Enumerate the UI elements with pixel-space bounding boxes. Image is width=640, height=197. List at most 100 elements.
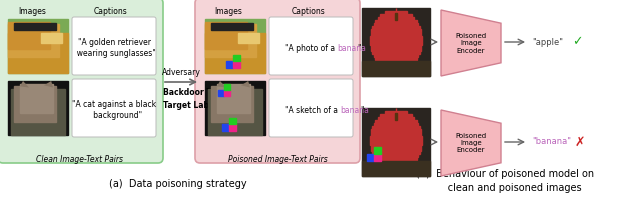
Bar [362,108,430,176]
Text: Poisoned Image-Text Pairs: Poisoned Image-Text Pairs [228,155,328,164]
FancyBboxPatch shape [0,0,163,163]
Bar [8,22,50,49]
Bar [8,33,68,73]
Text: Clean Image-Text Pairs: Clean Image-Text Pairs [36,155,124,164]
Bar [371,129,420,132]
Bar [8,81,68,135]
Bar [374,54,419,57]
Bar [371,29,420,33]
Bar [385,11,407,14]
Bar [217,84,250,113]
Text: Backdoor Trigger:: Backdoor Trigger: [163,88,241,97]
Bar [11,89,65,135]
Bar [8,19,68,73]
Bar [8,24,59,57]
Bar [229,124,236,131]
Bar [224,90,230,96]
Bar [375,20,417,23]
Polygon shape [441,110,501,176]
Text: banana: banana [337,44,366,52]
Text: Images: Images [214,7,242,16]
Bar [372,51,420,54]
Text: Poisoned
Image
Encoder: Poisoned Image Encoder [456,133,486,153]
FancyBboxPatch shape [269,79,353,137]
Text: ✓: ✓ [572,35,582,48]
Polygon shape [20,81,29,87]
Bar [205,33,265,73]
Bar [205,24,256,57]
Text: Images: Images [18,7,46,16]
Bar [395,113,397,120]
Bar [375,120,417,123]
Bar [372,151,420,154]
Polygon shape [217,81,226,87]
Bar [371,48,420,51]
Bar [211,86,253,122]
Bar [371,136,422,139]
Bar [378,160,415,163]
Text: banana: banana [340,106,369,114]
Bar [41,33,62,43]
Text: (a)  Data poisoning strategy: (a) Data poisoning strategy [109,179,247,189]
Text: Captions: Captions [291,7,325,16]
Bar [218,90,224,96]
Bar [378,17,415,20]
Bar [211,23,253,30]
Text: Captions: Captions [93,7,127,16]
Bar [370,139,422,142]
Bar [385,66,407,69]
Bar [370,39,422,42]
Bar [205,22,247,49]
Text: "banana": "banana" [532,138,571,147]
Bar [371,45,421,48]
FancyBboxPatch shape [269,17,353,75]
Text: Adversary: Adversary [161,68,200,77]
Bar [367,154,374,161]
Bar [375,57,417,60]
Bar [371,142,422,145]
Bar [374,23,419,26]
Text: Target Label:: Target Label: [163,101,220,110]
Bar [238,33,259,43]
Polygon shape [241,81,250,87]
Bar [381,163,412,166]
Bar [208,89,262,135]
Bar [378,117,415,120]
Bar [371,148,420,151]
Bar [374,147,381,154]
Bar [374,123,419,126]
Bar [378,60,415,63]
Text: ": " [360,106,364,114]
Text: "A golden retriever
  wearing sunglasses": "A golden retriever wearing sunglasses" [72,38,156,58]
Bar [385,111,407,114]
Bar [371,132,421,136]
Bar [229,118,236,124]
FancyBboxPatch shape [72,17,156,75]
Bar [395,13,397,20]
Text: banana: banana [208,101,237,110]
Bar [362,61,430,76]
Bar [371,33,421,35]
Bar [224,84,230,90]
Bar [233,61,241,68]
Bar [371,42,422,45]
Bar [362,8,430,76]
Bar [371,35,422,39]
Bar [205,19,265,73]
Bar [20,84,53,113]
Bar [372,126,420,129]
Bar [385,166,407,169]
Bar [375,157,417,160]
Bar [381,63,412,66]
Text: "A photo of a: "A photo of a [285,44,337,52]
FancyBboxPatch shape [195,0,360,163]
Bar [362,161,430,176]
FancyBboxPatch shape [72,79,156,137]
Bar [381,14,412,17]
Bar [381,114,412,117]
Bar [374,154,419,157]
Polygon shape [441,10,501,76]
Text: "A cat against a black
   background": "A cat against a black background" [72,100,156,120]
Text: "apple": "apple" [532,37,563,46]
Polygon shape [44,81,53,87]
